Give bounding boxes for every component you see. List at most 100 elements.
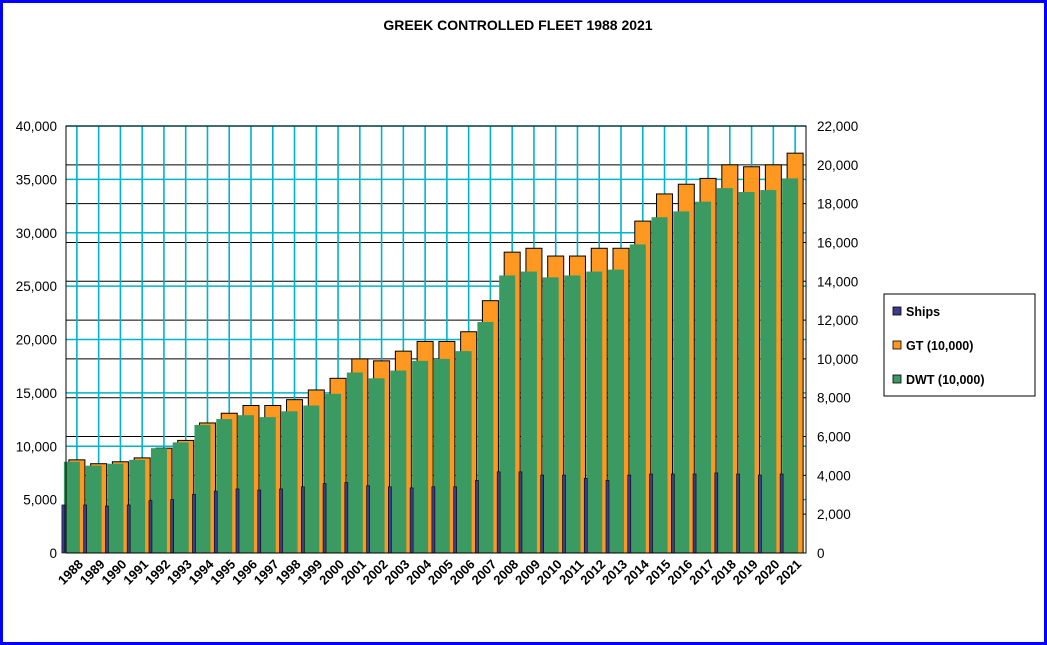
bar-ships — [605, 480, 610, 554]
bar-ships — [126, 504, 131, 554]
right-axis-tick-label: 22,000 — [817, 119, 858, 134]
bar-ships — [431, 486, 436, 554]
bar-dwt — [477, 322, 494, 553]
bar-ships — [562, 474, 566, 554]
bar-ships — [583, 477, 588, 554]
x-axis-tick-label: 2021 — [773, 557, 804, 588]
bar-ships — [61, 504, 66, 554]
bar-ships — [257, 489, 262, 554]
bar-dwt — [520, 271, 537, 553]
plot-border — [65, 125, 807, 554]
chart-svg: GREEK CONTROLLED FLEET 1988 2021 0 5,000 1… — [16, 17, 1036, 588]
left-axis-tick-label: 20,000 — [16, 333, 57, 348]
left-axis-tick-label: 15,000 — [16, 386, 57, 401]
legend: Ships GT (10,000) DWT (10,000) — [883, 293, 1036, 397]
right-axis-tick-label: 12,000 — [817, 313, 858, 328]
bar-ships — [300, 486, 305, 554]
legend-label: DWT (10,000) — [906, 373, 985, 387]
right-axis-tick-label: 4,000 — [817, 468, 851, 483]
bar-ships — [388, 486, 392, 554]
bar-dwt — [238, 415, 254, 553]
left-axis-tick-label: 40,000 — [16, 119, 57, 134]
right-axis-tick-label: 10,000 — [817, 352, 858, 367]
legend-swatch — [892, 374, 902, 384]
bar-ships — [779, 473, 784, 554]
bar-dwt — [499, 275, 516, 553]
bar-dwt — [150, 448, 167, 553]
legend-label: Ships — [906, 305, 940, 319]
right-axis-tick-label: 6,000 — [817, 430, 851, 445]
bar-dwt — [760, 190, 777, 554]
bar-ships — [475, 480, 479, 554]
right-axis-tick-label: 18,000 — [817, 197, 858, 212]
right-axis-tick-label: 16,000 — [817, 235, 858, 250]
bar-ships — [453, 486, 457, 554]
bar-dwt — [673, 211, 690, 553]
bar-dwt — [281, 411, 298, 553]
bar-dwt — [390, 370, 407, 553]
chart-frame: GREEK CONTROLLED FLEET 1988 2021 0 5,000 1… — [3, 3, 1044, 642]
right-axis-tick-label: 2,000 — [817, 507, 851, 522]
bar-dwt — [586, 271, 603, 553]
bar-dwt — [412, 360, 429, 553]
bar-dwt — [455, 351, 472, 553]
left-axis-tick-label: 25,000 — [16, 279, 57, 294]
left-axis-tick-label: 0 — [49, 546, 57, 561]
bar-ships — [409, 487, 414, 554]
bar-ships — [649, 473, 653, 554]
right-axis-tick-label: 20,000 — [817, 158, 858, 173]
chart-title: GREEK CONTROLLED FLEET 1988 2021 — [383, 17, 652, 33]
bar-ships — [540, 474, 545, 554]
bar-ships — [170, 499, 175, 554]
bar-dwt — [716, 188, 733, 554]
bar-ships — [322, 483, 327, 554]
bar-dwt — [782, 178, 799, 553]
legend-box — [883, 293, 1036, 397]
plot-area: 0 5,000 10,000 15,000 20,000 25,000 30,000 35,0… — [16, 119, 859, 588]
bar-ships — [213, 490, 218, 554]
bar-dwt — [303, 405, 320, 553]
bar-dwt — [368, 378, 385, 553]
legend-swatch — [892, 340, 902, 350]
bar-dwt — [608, 269, 624, 553]
right-axis-tick-label: 8,000 — [817, 391, 851, 406]
bar-dwt — [85, 465, 102, 553]
bar-dwt — [129, 459, 146, 553]
legend-label: GT (10,000) — [906, 339, 973, 353]
bar-dwt — [542, 277, 559, 553]
bar-dwt — [216, 419, 233, 553]
bar-ships — [496, 471, 501, 554]
left-axis-tick-label: 35,000 — [16, 172, 57, 187]
left-axis-tick-label: 5,000 — [23, 493, 57, 508]
legend-swatch — [892, 306, 902, 316]
bar-ships — [83, 504, 87, 554]
bar-dwt — [651, 217, 668, 554]
bar-ships — [714, 472, 719, 554]
bar-dwt — [172, 442, 189, 553]
right-axis-tick-label: 0 — [817, 546, 825, 561]
bar-ships — [692, 473, 697, 554]
bar-dwt — [346, 372, 363, 553]
bar-dwt — [738, 191, 755, 553]
bar-dwt — [194, 424, 211, 553]
left-axis-tick-label: 30,000 — [16, 226, 57, 241]
bar-dwt — [629, 244, 646, 554]
bar-ships — [758, 474, 762, 554]
bar-ships — [736, 473, 740, 554]
bar-ships — [105, 505, 109, 554]
bar-dwt — [564, 275, 581, 553]
bar-ships — [344, 482, 349, 554]
bar-ships — [279, 488, 283, 554]
bar-ships — [235, 488, 240, 554]
bar-ships — [366, 485, 370, 554]
bar-ships — [148, 500, 153, 554]
bar-dwt — [695, 201, 712, 554]
bar-ships — [518, 471, 523, 554]
bar-dwt — [433, 358, 450, 553]
bar-dwt — [107, 463, 124, 553]
bar-dwt — [259, 417, 276, 553]
bar-ships — [192, 493, 196, 554]
left-axis-tick-label: 10,000 — [16, 439, 57, 454]
bar-ships — [670, 473, 675, 554]
bar-ships — [627, 474, 632, 554]
